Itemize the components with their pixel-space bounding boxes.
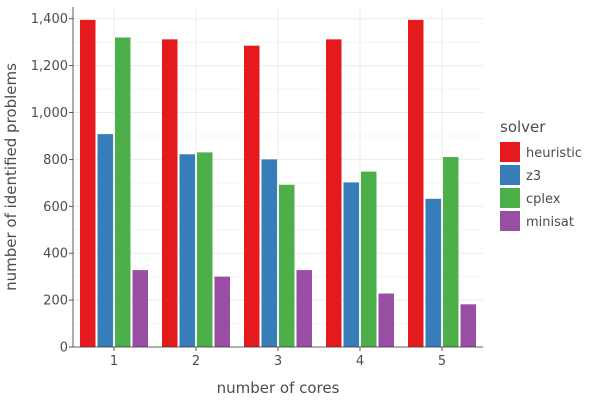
legend-swatch-z3 (500, 165, 520, 185)
bar-z3-1 (97, 134, 113, 347)
legend-title: solver (500, 118, 546, 136)
legend-swatch-heuristic (500, 142, 520, 162)
bar-cplex-1 (115, 37, 131, 347)
x-tick-label: 1 (110, 354, 118, 369)
bar-z3-3 (261, 159, 277, 347)
legend-swatch-minisat (500, 211, 520, 231)
bar-heuristic-3 (244, 45, 260, 347)
x-tick-label: 4 (356, 354, 364, 369)
y-tick-label: 400 (43, 247, 68, 262)
x-tick-label: 2 (192, 354, 200, 369)
bar-z3-2 (179, 154, 195, 347)
y-axis-title: number of identified problems (2, 63, 20, 291)
bar-minisat-1 (132, 270, 148, 347)
y-tick-label: 200 (43, 294, 68, 309)
bar-cplex-3 (279, 184, 295, 347)
bar-minisat-5 (460, 304, 476, 347)
y-tick-label: 1,000 (31, 106, 68, 121)
y-tick-label: 600 (43, 200, 68, 215)
bar-heuristic-1 (80, 19, 96, 348)
x-tick-label: 3 (274, 354, 282, 369)
bar-heuristic-5 (408, 19, 424, 348)
legend-label-minisat: minisat (526, 215, 574, 230)
bar-minisat-2 (214, 276, 230, 347)
legend-label-cplex: cplex (526, 192, 561, 207)
y-tick-label: 1,200 (31, 59, 68, 74)
bar-cplex-5 (443, 157, 459, 347)
legend-swatch-cplex (500, 188, 520, 208)
legend: solver heuristic z3 cplex minisat (500, 118, 582, 231)
y-tick-label: 1,400 (31, 12, 68, 27)
bar-minisat-3 (296, 270, 312, 347)
bar-minisat-4 (378, 293, 394, 347)
axes: 0 200 400 600 800 1,000 1,200 1,400 1 2 3 4 5 (31, 7, 483, 369)
x-tick-label: 5 (438, 354, 446, 369)
bar-cplex-2 (197, 152, 213, 347)
bar-z3-5 (425, 198, 441, 347)
legend-label-z3: z3 (526, 169, 541, 184)
bar-cplex-4 (361, 171, 377, 347)
y-tick-label: 800 (43, 153, 68, 168)
bars (80, 19, 476, 348)
bar-heuristic-4 (326, 39, 342, 348)
bar-z3-4 (343, 182, 359, 347)
legend-label-heuristic: heuristic (526, 146, 582, 161)
x-axis-title: number of cores (217, 379, 340, 397)
bar-heuristic-2 (162, 39, 178, 348)
y-tick-label: 0 (60, 341, 68, 356)
